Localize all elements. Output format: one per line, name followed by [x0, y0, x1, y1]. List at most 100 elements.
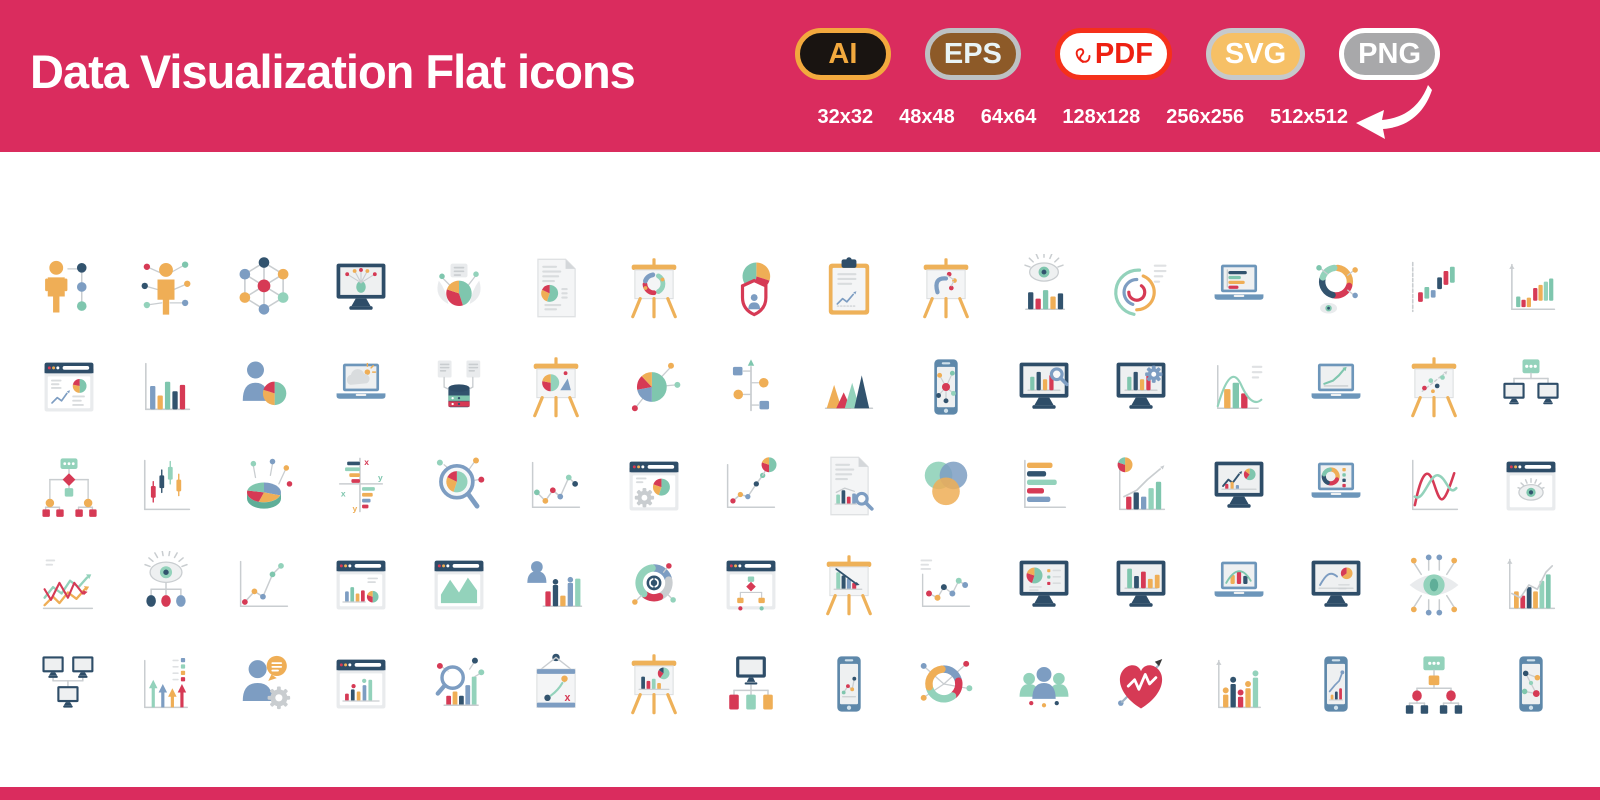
laptop-distribution-icon — [1205, 551, 1273, 619]
venn-diagram-icon — [912, 452, 980, 520]
scatter-trend-chart-icon — [912, 551, 980, 619]
candlestick-chart-icon — [132, 452, 200, 520]
format-badge-png: PNG — [1339, 28, 1440, 80]
monitor-settings-analytics-icon — [1107, 353, 1175, 421]
web-flowchart-icon — [717, 551, 785, 619]
format-badge-ai: AI — [794, 28, 891, 80]
dashboard-window-icon — [35, 353, 103, 421]
monitor-search-analytics-icon — [1010, 353, 1078, 421]
monitor-network-icon — [35, 650, 103, 718]
monitor-category-tree-icon — [717, 650, 785, 718]
monitor-trend-pie-icon — [1302, 551, 1370, 619]
document-analysis-icon — [815, 452, 883, 520]
presentation-cycle-icon — [620, 254, 688, 322]
format-badge-eps: EPS — [924, 28, 1021, 80]
header-banner: Data Visualization Flat icons AI EPS PDF SV… — [0, 0, 1600, 152]
format-badge-svg: SVG — [1205, 28, 1306, 80]
format-badges: AI EPS PDF SVG PNG — [794, 28, 1440, 80]
team-analytics-icon — [1010, 650, 1078, 718]
trend-lines-chart-icon — [35, 551, 103, 619]
data-sync-donut-icon — [620, 551, 688, 619]
svg-text:x: x — [364, 456, 369, 466]
pie-connections-icon — [425, 254, 493, 322]
connected-displays-icon — [1497, 353, 1565, 421]
format-badge-pdf: PDF — [1054, 28, 1172, 80]
size-label: 256x256 — [1166, 106, 1245, 128]
size-label: 32x32 — [817, 106, 874, 128]
mobile-chart-icon — [815, 650, 883, 718]
user-network-icon — [132, 254, 200, 322]
rising-dot-chart-icon — [230, 551, 298, 619]
size-label: 128x128 — [1062, 106, 1141, 128]
organization-chart-icon — [1400, 650, 1468, 718]
mobile-network-diagram-icon — [1497, 650, 1565, 718]
declining-chart-presentation-icon — [815, 551, 883, 619]
mobile-growth-chart-icon — [1302, 650, 1370, 718]
monitor-data-spread-icon — [327, 254, 395, 322]
data-vision-eye-icon — [1400, 551, 1468, 619]
pie-3d-chart-icon — [230, 452, 298, 520]
health-data-heart-icon — [1107, 650, 1175, 718]
user-statistics-icon — [230, 353, 298, 421]
presentation-bar-pie-icon — [620, 650, 688, 718]
web-analytics-report-icon — [327, 551, 395, 619]
triangle-area-chart-icon — [815, 353, 883, 421]
pie-scatter-icon — [620, 353, 688, 421]
data-privacy-shield-icon — [717, 254, 785, 322]
growth-pie-analysis-icon — [1107, 452, 1175, 520]
presentation-scatter-icon — [1400, 353, 1468, 421]
web-monitoring-eye-icon — [1497, 452, 1565, 520]
svg-text:x: x — [565, 692, 571, 704]
size-label: 512x512 — [1270, 106, 1348, 128]
donut-analysis-eye-icon — [1302, 254, 1370, 322]
bars-trend-growth-icon — [1497, 551, 1565, 619]
acrobat-icon — [1075, 47, 1091, 63]
presenter-statistics-icon — [522, 551, 590, 619]
svg-text:y: y — [353, 503, 358, 513]
donut-node-chart-icon — [912, 650, 980, 718]
footer-stripe — [0, 787, 1600, 800]
web-area-chart-icon — [425, 551, 493, 619]
waterfall-chart-icon — [1400, 254, 1468, 322]
bar-chart-icon — [132, 353, 200, 421]
monitor-dashboard-icon — [1205, 452, 1273, 520]
radial-arcs-chart-icon — [1107, 254, 1175, 322]
search-pie-analytics-icon — [425, 452, 493, 520]
curve-comparison-icon — [1400, 452, 1468, 520]
dotted-bar-chart-icon — [1205, 650, 1273, 718]
web-dashboard-settings-icon — [620, 452, 688, 520]
web-growth-stats-icon — [327, 650, 395, 718]
monitor-pie-report-icon — [1010, 551, 1078, 619]
laptop-cloud-data-icon — [327, 353, 395, 421]
consultant-user-icon — [230, 650, 298, 718]
database-documents-icon — [425, 353, 493, 421]
laptop-growth-chart-icon — [1302, 353, 1370, 421]
horizontal-bar-chart-icon — [1010, 452, 1078, 520]
arrow-growth-chart-icon — [132, 650, 200, 718]
laptop-donut-report-icon — [1302, 452, 1370, 520]
data-monitoring-eye-icon — [1010, 253, 1078, 322]
size-list: 32x32 48x48 64x64 128x128 256x256 512x512 — [818, 106, 1349, 129]
eye-data-tree-icon — [132, 550, 200, 619]
clipboard-report-icon — [815, 254, 883, 322]
size-label: 48x48 — [899, 106, 955, 128]
curved-arrow-icon — [1356, 85, 1432, 139]
network-nodes-icon — [230, 254, 298, 322]
process-timeline-icon — [717, 353, 785, 421]
pie-trend-chart-icon — [717, 452, 785, 520]
monitor-bar-chart-icon — [1107, 551, 1175, 619]
svg-text:x: x — [341, 488, 346, 498]
svg-text:y: y — [378, 472, 383, 482]
search-statistics-icon — [425, 650, 493, 718]
presentation-pie-icon — [522, 353, 590, 421]
rising-bars-axis-icon — [1497, 254, 1565, 322]
size-label: 64x64 — [980, 106, 1037, 128]
presentation-strategy-icon — [912, 254, 980, 322]
distribution-bell-chart-icon — [1205, 353, 1273, 421]
strategy-board-icon: x — [522, 650, 590, 718]
mobile-network-icon — [912, 353, 980, 421]
report-document-icon — [522, 254, 590, 322]
